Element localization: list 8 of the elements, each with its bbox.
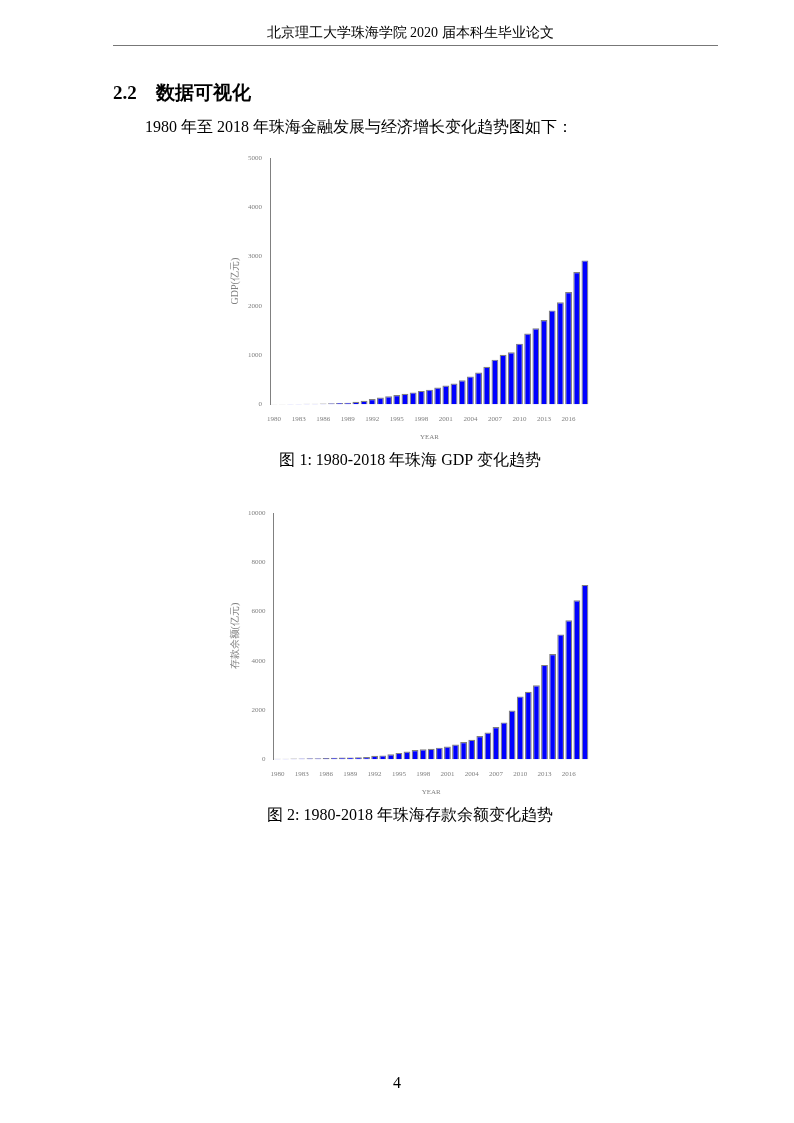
text: 北京理工大学珠海学院 2020 届本科生毕业论文: [265, 24, 555, 42]
text: 4: [392, 1074, 402, 1092]
text: 图 2: 1980-2018 年珠海存款余额变化趋势: [266, 805, 554, 825]
text: 2.2 数据可视化: [113, 81, 251, 105]
y-axis-title: 存款余额(亿元): [228, 602, 241, 670]
text: 图 1: 1980-2018 年珠海 GDP 变化趋势: [278, 450, 542, 470]
y-axis-title: GDP(亿元): [228, 257, 241, 305]
text: 1980 年至 2018 年珠海金融发展与经济增长变化趋势图如下：: [145, 117, 573, 137]
